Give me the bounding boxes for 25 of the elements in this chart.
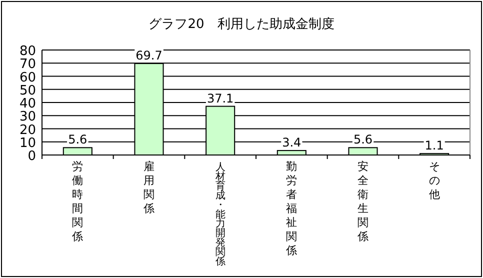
data-label: 1.1 — [424, 138, 444, 153]
y-tick-label: 50 — [19, 83, 36, 98]
y-tick-label: 40 — [19, 96, 36, 112]
y-tick-label: 70 — [19, 57, 36, 72]
y-tick-label: 80 — [19, 44, 36, 59]
category-label: 人材育成・能力開発関係 — [215, 162, 226, 268]
data-label: 3.4 — [282, 136, 302, 150]
bar — [62, 147, 92, 156]
bar — [276, 150, 306, 156]
y-tick-label: 30 — [19, 110, 36, 125]
chart-title: グラフ20 利用した助成金制度 — [148, 16, 334, 32]
x-tick-label: 雇用関係 — [144, 160, 154, 215]
data-label: 69.7 — [136, 48, 162, 63]
y-tick-label: 0 — [28, 149, 36, 164]
x-tick-label: 安全衛生関係 — [358, 160, 368, 243]
data-label: 5.6 — [353, 132, 373, 147]
y-tick-label: 60 — [19, 70, 36, 86]
data-label: 37.1 — [206, 91, 234, 106]
x-tick-label: 勤労者福祉関係 — [286, 160, 298, 257]
bar — [348, 147, 378, 156]
y-tick-label: 10 — [19, 136, 36, 151]
y-tick-label: 20 — [19, 122, 36, 138]
data-label: 5.6 — [68, 132, 88, 147]
x-tick-label: 労働時間関係 — [72, 160, 84, 243]
x-tick-label: その他 — [428, 160, 440, 201]
